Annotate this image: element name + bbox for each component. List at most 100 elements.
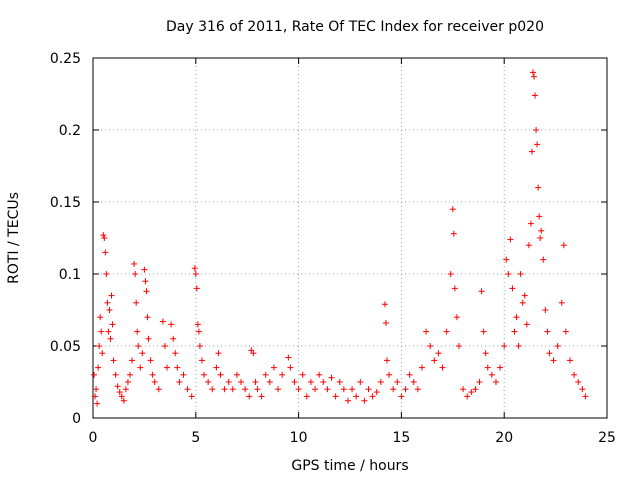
data-point xyxy=(168,321,175,328)
data-point xyxy=(307,379,314,385)
data-point xyxy=(386,371,393,378)
data-point xyxy=(528,148,535,155)
data-point xyxy=(99,350,106,357)
data-point xyxy=(582,393,589,400)
data-point xyxy=(373,389,380,396)
data-point xyxy=(229,386,236,393)
data-point xyxy=(149,371,156,378)
data-point xyxy=(515,343,522,349)
data-point xyxy=(464,393,471,400)
data-point xyxy=(92,393,99,400)
data-point xyxy=(532,92,539,99)
data-point xyxy=(96,343,103,349)
x-tick-label: 0 xyxy=(89,430,98,446)
data-point xyxy=(221,386,228,393)
data-point xyxy=(107,335,114,342)
chart-title: Day 316 of 2011, Rate Of TEC Index for r… xyxy=(166,19,544,35)
data-point xyxy=(176,379,183,385)
data-point xyxy=(533,127,540,133)
data-point xyxy=(295,386,302,393)
data-point xyxy=(427,343,434,349)
data-point xyxy=(254,386,261,393)
data-point xyxy=(519,299,526,306)
data-point xyxy=(213,364,220,371)
data-point xyxy=(262,371,269,378)
y-tick-label: 0.1 xyxy=(59,267,81,283)
data-point xyxy=(384,357,391,364)
data-point xyxy=(258,393,265,400)
data-point xyxy=(174,364,181,371)
x-tick-label: 25 xyxy=(598,430,616,446)
data-point xyxy=(135,343,142,349)
data-point xyxy=(159,318,166,325)
data-point xyxy=(398,393,405,400)
data-point xyxy=(303,393,310,400)
data-point xyxy=(484,364,491,371)
data-point xyxy=(478,288,485,295)
data-point xyxy=(139,350,146,357)
data-point xyxy=(170,335,177,342)
data-point xyxy=(406,371,413,378)
x-tick-label: 20 xyxy=(495,430,513,446)
data-point xyxy=(93,386,100,393)
data-point xyxy=(147,357,154,364)
data-point xyxy=(579,386,586,393)
data-point xyxy=(531,73,538,80)
data-point xyxy=(151,379,158,385)
data-point xyxy=(357,379,364,385)
data-point xyxy=(118,393,125,400)
x-tick-label: 5 xyxy=(191,430,200,446)
y-tick-label: 0.25 xyxy=(50,51,81,67)
data-point xyxy=(449,206,456,213)
data-point xyxy=(141,266,148,273)
data-point xyxy=(566,357,573,364)
data-point xyxy=(336,379,343,385)
y-axis-label: ROTI / TECUs xyxy=(6,192,22,284)
data-point xyxy=(94,400,101,407)
data-point xyxy=(575,379,582,385)
data-point xyxy=(112,371,119,378)
data-point xyxy=(285,354,292,361)
data-point xyxy=(394,379,401,385)
data-point xyxy=(97,314,104,321)
data-point xyxy=(275,386,282,393)
y-tick-label: 0 xyxy=(72,411,81,427)
data-point xyxy=(287,364,294,371)
data-point xyxy=(116,389,123,396)
data-point xyxy=(193,285,200,292)
data-point xyxy=(558,299,565,306)
data-point xyxy=(104,299,111,306)
data-point xyxy=(246,393,253,400)
data-point xyxy=(460,386,467,393)
data-point xyxy=(188,393,195,400)
data-point xyxy=(127,371,134,378)
data-point xyxy=(414,386,421,393)
data-point xyxy=(291,379,298,385)
data-point xyxy=(538,227,545,234)
data-point xyxy=(270,364,277,371)
data-point xyxy=(525,242,532,249)
data-point xyxy=(488,371,495,378)
data-point xyxy=(164,364,171,371)
data-point xyxy=(521,292,528,299)
data-point xyxy=(410,379,417,385)
data-point xyxy=(172,350,179,357)
data-point xyxy=(435,350,442,357)
data-point xyxy=(382,319,389,326)
data-point xyxy=(250,350,257,357)
data-point xyxy=(144,314,151,321)
data-point xyxy=(180,371,187,378)
data-point xyxy=(544,328,551,335)
data-point xyxy=(423,328,430,335)
data-point xyxy=(131,260,138,267)
y-tick-label: 0.2 xyxy=(59,123,81,139)
data-point xyxy=(191,265,198,272)
data-point xyxy=(242,386,249,393)
data-point xyxy=(402,386,409,393)
data-point xyxy=(546,350,553,357)
data-point xyxy=(365,386,372,393)
data-point xyxy=(225,379,232,385)
data-point xyxy=(353,393,360,400)
data-point xyxy=(266,379,273,385)
